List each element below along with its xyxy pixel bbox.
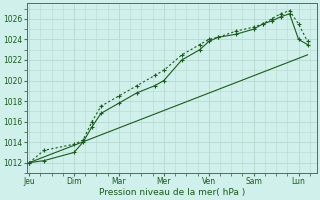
X-axis label: Pression niveau de la mer( hPa ): Pression niveau de la mer( hPa ) (99, 188, 245, 197)
